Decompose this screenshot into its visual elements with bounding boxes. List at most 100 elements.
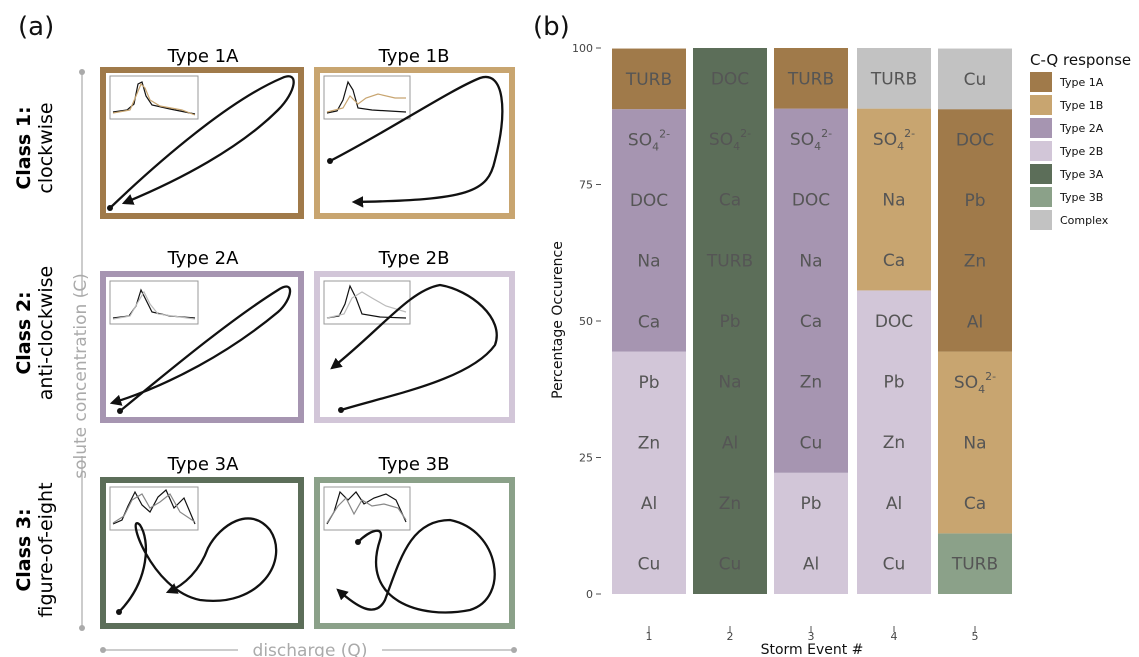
type-3a-title: Type 3A bbox=[167, 454, 240, 475]
type-3b-box bbox=[314, 477, 515, 629]
x-tick-label: 2 bbox=[727, 630, 734, 643]
legend-title: C-Q response bbox=[1030, 51, 1131, 69]
y-axis-title: Percentage Occurence bbox=[550, 241, 566, 399]
type-1a-box bbox=[100, 67, 304, 219]
segment-label: Cu bbox=[964, 70, 987, 90]
segment-label: Ca bbox=[800, 312, 822, 332]
bar-segment bbox=[938, 533, 1012, 594]
bar-segment bbox=[612, 351, 686, 594]
class-3-name: Class 3: bbox=[13, 508, 35, 591]
segment-label: Al bbox=[886, 494, 902, 514]
legend-label: Type 3A bbox=[1059, 168, 1104, 181]
legend-label: Type 2B bbox=[1059, 145, 1103, 158]
segment-label: Na bbox=[718, 373, 741, 393]
type-1b-title: Type 1B bbox=[378, 46, 450, 67]
segment-label: SO42- bbox=[709, 127, 751, 153]
segment-label: Zn bbox=[638, 433, 660, 453]
legend-label: Type 1B bbox=[1059, 99, 1103, 112]
y-axis-label: solute concentration (C) bbox=[71, 273, 91, 479]
segment-label: Pb bbox=[719, 312, 740, 332]
segment-label: Zn bbox=[800, 373, 822, 393]
bar-segment bbox=[612, 109, 686, 352]
segment-label: TURB bbox=[625, 70, 672, 90]
segment-label: Ca bbox=[964, 494, 986, 514]
segment-label: Cu bbox=[800, 433, 823, 453]
x-axis-label: discharge (Q) bbox=[253, 641, 368, 657]
segment-label: SO42- bbox=[873, 127, 915, 153]
hysteresis-schematic: solute concentration (C) discharge (Q) C… bbox=[13, 46, 517, 657]
panel-a-label: (a) bbox=[18, 12, 55, 42]
class-1-desc: clockwise bbox=[35, 102, 57, 193]
segment-label: Cu bbox=[638, 555, 661, 575]
segment-label: Zn bbox=[964, 252, 986, 272]
segment-label: Al bbox=[641, 494, 657, 514]
legend-label: Complex bbox=[1060, 214, 1109, 227]
segment-label: Na bbox=[963, 433, 986, 453]
x-tick-label: 5 bbox=[972, 630, 979, 643]
legend-label: Type 1A bbox=[1059, 76, 1104, 89]
class-1-name: Class 1: bbox=[13, 106, 35, 189]
type-2b-box bbox=[314, 271, 515, 423]
bar-segment bbox=[857, 290, 931, 594]
bar-segment bbox=[774, 472, 848, 594]
bar-segment bbox=[857, 48, 931, 109]
legend-swatch bbox=[1030, 187, 1052, 207]
bar-segment bbox=[612, 48, 686, 110]
type-2b-title: Type 2B bbox=[378, 248, 450, 269]
segment-label: Al bbox=[722, 433, 738, 453]
class-2-desc: anti-clockwise bbox=[35, 266, 57, 400]
segment-label: SO42- bbox=[954, 370, 996, 396]
segment-label: DOC bbox=[711, 69, 749, 89]
segment-label: Al bbox=[803, 555, 819, 575]
bar-segment bbox=[938, 48, 1012, 110]
y-tick-label: 0 bbox=[586, 588, 593, 601]
segment-label: Pb bbox=[800, 494, 821, 514]
segment-label: DOC bbox=[956, 130, 994, 150]
legend-label: Type 3B bbox=[1059, 191, 1103, 204]
segment-label: TURB bbox=[706, 251, 753, 271]
class-3-desc: figure-of-eight bbox=[35, 482, 57, 617]
type-1b-box bbox=[314, 67, 515, 219]
bar-segment bbox=[693, 48, 767, 594]
x-tick-label: 3 bbox=[808, 630, 815, 643]
legend-swatch bbox=[1030, 118, 1052, 138]
bar-segment bbox=[857, 108, 931, 291]
type-3a-box bbox=[100, 477, 304, 629]
x-axis-title: Storm Event # bbox=[761, 642, 864, 657]
segment-label: Ca bbox=[719, 191, 741, 211]
legend-label: Type 2A bbox=[1059, 122, 1104, 135]
type-1a-title: Type 1A bbox=[167, 46, 240, 67]
bar-segment bbox=[774, 108, 848, 473]
y-axis-line bbox=[79, 69, 85, 631]
y-tick-label: 75 bbox=[579, 179, 593, 192]
type-2a-box bbox=[100, 271, 304, 423]
legend-swatch bbox=[1030, 141, 1052, 161]
bar-segment bbox=[774, 48, 848, 109]
y-tick-label: 50 bbox=[579, 315, 593, 328]
x-tick-label: 4 bbox=[891, 630, 898, 643]
panel-b-label: (b) bbox=[533, 12, 570, 42]
y-tick-label: 25 bbox=[579, 452, 593, 465]
segment-label: Zn bbox=[883, 433, 905, 453]
bar-segment bbox=[938, 351, 1012, 534]
segment-label: Ca bbox=[638, 312, 660, 332]
legend-swatch bbox=[1030, 164, 1052, 184]
x-tick-label: 1 bbox=[646, 630, 653, 643]
x-axis-line bbox=[100, 647, 517, 653]
segment-label: TURB bbox=[787, 69, 834, 89]
segment-label: Al bbox=[967, 312, 983, 332]
legend-swatch bbox=[1030, 95, 1052, 115]
segment-label: Cu bbox=[883, 555, 906, 575]
segment-label: SO42- bbox=[628, 127, 670, 153]
type-2a-title: Type 2A bbox=[167, 248, 240, 269]
segment-label: Ca bbox=[883, 251, 905, 271]
segment-label: Na bbox=[882, 191, 905, 211]
segment-label: DOC bbox=[875, 312, 913, 332]
segment-label: Cu bbox=[719, 555, 742, 575]
segment-label: DOC bbox=[630, 191, 668, 211]
bar-segment bbox=[938, 109, 1012, 352]
type-3b-title: Type 3B bbox=[378, 454, 450, 475]
segment-label: Na bbox=[637, 252, 660, 272]
segment-label: SO42- bbox=[790, 127, 832, 153]
